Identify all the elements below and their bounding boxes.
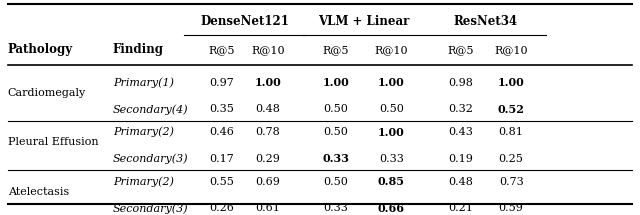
Text: 0.97: 0.97 — [209, 78, 234, 88]
Text: 0.43: 0.43 — [448, 127, 472, 137]
Text: 0.52: 0.52 — [498, 104, 525, 115]
Text: 0.33: 0.33 — [379, 154, 404, 164]
Text: R@5: R@5 — [447, 45, 474, 55]
Text: 1.00: 1.00 — [254, 77, 281, 88]
Text: R@10: R@10 — [374, 45, 408, 55]
Text: 0.81: 0.81 — [499, 127, 524, 137]
Text: R@5: R@5 — [323, 45, 349, 55]
Text: Secondary(3): Secondary(3) — [113, 154, 189, 164]
Text: Pleural Effusion: Pleural Effusion — [8, 137, 99, 147]
Text: 0.50: 0.50 — [323, 104, 348, 114]
Text: Primary(2): Primary(2) — [113, 176, 174, 187]
Text: 0.61: 0.61 — [255, 203, 280, 213]
Text: 0.78: 0.78 — [255, 127, 280, 137]
Text: R@10: R@10 — [494, 45, 528, 55]
Text: R@10: R@10 — [251, 45, 285, 55]
Text: 0.66: 0.66 — [378, 203, 405, 214]
Text: 0.33: 0.33 — [323, 153, 349, 164]
Text: Cardiomegaly: Cardiomegaly — [8, 88, 86, 98]
Text: Finding: Finding — [113, 43, 164, 56]
Text: 0.46: 0.46 — [209, 127, 234, 137]
Text: 1.00: 1.00 — [323, 77, 349, 88]
Text: 0.98: 0.98 — [448, 78, 472, 88]
Text: 1.00: 1.00 — [378, 77, 404, 88]
Text: 0.73: 0.73 — [499, 177, 524, 187]
Text: 0.48: 0.48 — [448, 177, 472, 187]
Text: 0.50: 0.50 — [379, 104, 404, 114]
Text: 0.69: 0.69 — [255, 177, 280, 187]
Text: Pathology: Pathology — [8, 43, 73, 56]
Text: 0.17: 0.17 — [209, 154, 234, 164]
Text: 0.32: 0.32 — [448, 104, 472, 114]
Text: 0.33: 0.33 — [323, 203, 348, 213]
Text: ResNet34: ResNet34 — [454, 15, 518, 28]
Text: VLM + Linear: VLM + Linear — [317, 15, 409, 28]
Text: DenseNet121: DenseNet121 — [200, 15, 289, 28]
Text: 0.55: 0.55 — [209, 177, 234, 187]
Text: Primary(2): Primary(2) — [113, 127, 174, 137]
Text: 0.29: 0.29 — [255, 154, 280, 164]
Text: 0.50: 0.50 — [323, 127, 348, 137]
Text: Secondary(3): Secondary(3) — [113, 203, 189, 213]
Text: 0.35: 0.35 — [209, 104, 234, 114]
Text: 0.85: 0.85 — [378, 176, 405, 187]
Text: 0.59: 0.59 — [499, 203, 524, 213]
Text: 1.00: 1.00 — [498, 77, 525, 88]
Text: Secondary(4): Secondary(4) — [113, 104, 189, 115]
Text: R@5: R@5 — [208, 45, 234, 55]
Text: 0.19: 0.19 — [448, 154, 472, 164]
Text: 0.21: 0.21 — [448, 203, 472, 213]
Text: Atelectasis: Atelectasis — [8, 187, 69, 197]
Text: 0.26: 0.26 — [209, 203, 234, 213]
Text: 0.50: 0.50 — [323, 177, 348, 187]
Text: 0.25: 0.25 — [499, 154, 524, 164]
Text: 1.00: 1.00 — [378, 127, 404, 138]
Text: Primary(1): Primary(1) — [113, 77, 174, 88]
Text: 0.48: 0.48 — [255, 104, 280, 114]
